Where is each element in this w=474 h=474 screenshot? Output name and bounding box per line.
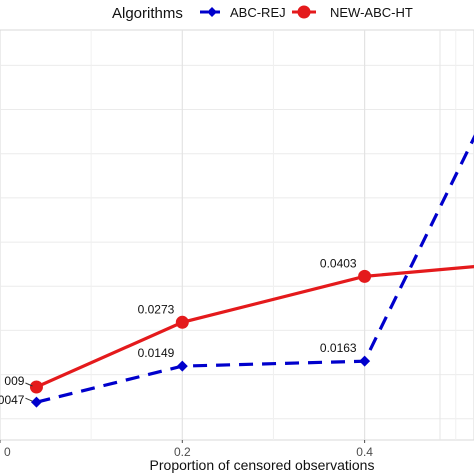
data-point xyxy=(176,360,188,372)
x-tick-label: 0.2 xyxy=(174,445,191,459)
data-label: 0.0273 xyxy=(138,302,175,316)
data-label: 009 xyxy=(4,374,24,388)
data-label: 0.0163 xyxy=(320,341,357,355)
data-point xyxy=(29,380,43,394)
data-label: 0.0403 xyxy=(320,256,357,270)
legend-key-marker xyxy=(297,5,311,19)
legend-entry-label: NEW-ABC-HT xyxy=(330,5,413,20)
series-group xyxy=(29,134,474,408)
label-leader xyxy=(25,382,33,387)
panel-border xyxy=(0,29,474,441)
x-tick-label: 0.4 xyxy=(356,445,373,459)
data-point xyxy=(358,269,372,283)
data-label: 0.0149 xyxy=(138,346,175,360)
x-axis-title: Proportion of censored observations xyxy=(150,457,375,473)
legend: Algorithms ABC-REJ NEW-ABC-HT xyxy=(0,0,474,26)
label-leader xyxy=(25,397,33,402)
legend-background xyxy=(0,0,474,26)
series-line-new-abc-ht xyxy=(35,265,474,389)
data-label: 0047 xyxy=(0,393,25,407)
data-point xyxy=(359,355,371,367)
x-tick-label: 0 xyxy=(4,445,11,459)
plot-panel xyxy=(0,29,474,441)
data-point xyxy=(30,396,42,408)
series-line-abc-rej xyxy=(36,134,474,404)
legend-key-marker xyxy=(207,7,217,17)
legend-title: Algorithms xyxy=(112,5,183,22)
data-point xyxy=(175,315,189,329)
legend-entry-label: ABC-REJ xyxy=(230,5,286,20)
